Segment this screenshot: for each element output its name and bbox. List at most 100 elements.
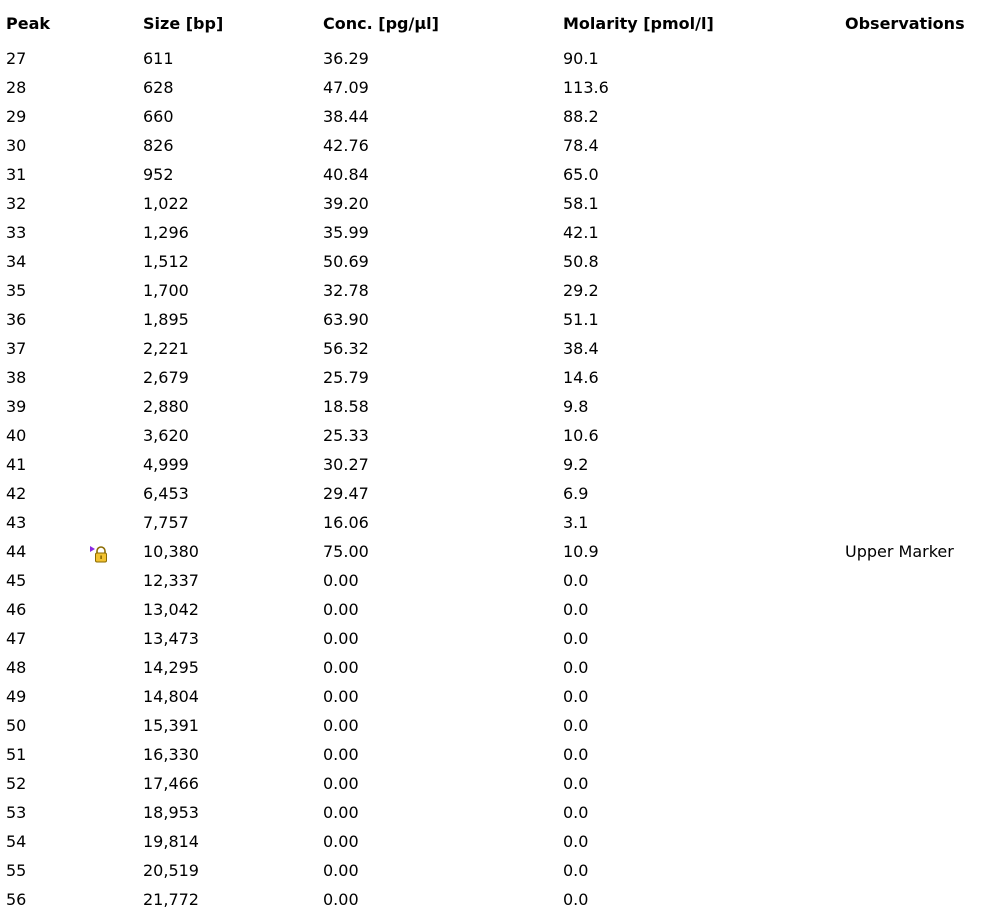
peak-cell: 40 <box>6 426 27 445</box>
table-row[interactable]: 38 2,679 25.79 14.6 <box>0 363 987 392</box>
concentration-cell: 25.79 <box>323 368 369 387</box>
concentration-cell: 56.32 <box>323 339 369 358</box>
concentration-cell: 36.29 <box>323 49 369 68</box>
table-row[interactable]: 40 3,620 25.33 10.6 <box>0 421 987 450</box>
size-cell: 16,330 <box>143 745 199 764</box>
observations-cell: Upper Marker <box>845 542 954 561</box>
table-row[interactable]: 29 660 38.44 88.2 <box>0 102 987 131</box>
peak-cell: 56 <box>6 890 27 909</box>
concentration-cell: 47.09 <box>323 78 369 97</box>
table-row[interactable]: 53 18,953 0.00 0.0 <box>0 798 987 827</box>
table-row[interactable]: 55 20,519 0.00 0.0 <box>0 856 987 885</box>
size-cell: 2,221 <box>143 339 189 358</box>
table-row[interactable]: 42 6,453 29.47 6.9 <box>0 479 987 508</box>
column-header-observations[interactable]: Observations <box>845 14 965 33</box>
table-row[interactable]: 31 952 40.84 65.0 <box>0 160 987 189</box>
peak-cell: 32 <box>6 194 27 213</box>
concentration-cell: 0.00 <box>323 745 359 764</box>
concentration-cell: 35.99 <box>323 223 369 242</box>
concentration-cell: 75.00 <box>323 542 369 561</box>
peak-cell: 49 <box>6 687 27 706</box>
molarity-cell: 0.0 <box>563 890 589 909</box>
table-row[interactable]: 48 14,295 0.00 0.0 <box>0 653 987 682</box>
table-row[interactable]: 28 628 47.09 113.6 <box>0 73 987 102</box>
concentration-cell: 63.90 <box>323 310 369 329</box>
table-row[interactable]: 41 4,999 30.27 9.2 <box>0 450 987 479</box>
concentration-cell: 0.00 <box>323 600 359 619</box>
concentration-cell: 29.47 <box>323 484 369 503</box>
concentration-cell: 16.06 <box>323 513 369 532</box>
size-cell: 628 <box>143 78 174 97</box>
molarity-cell: 10.9 <box>563 542 599 561</box>
size-cell: 17,466 <box>143 774 199 793</box>
size-cell: 18,953 <box>143 803 199 822</box>
table-row[interactable]: 32 1,022 39.20 58.1 <box>0 189 987 218</box>
size-cell: 660 <box>143 107 174 126</box>
table-row[interactable]: 51 16,330 0.00 0.0 <box>0 740 987 769</box>
table-header-row: Peak Size [bp] Conc. [pg/µl] Molarity [p… <box>0 0 987 44</box>
size-cell: 952 <box>143 165 174 184</box>
table-row[interactable]: 33 1,296 35.99 42.1 <box>0 218 987 247</box>
column-header-concentration[interactable]: Conc. [pg/µl] <box>323 14 439 33</box>
table-row[interactable]: 34 1,512 50.69 50.8 <box>0 247 987 276</box>
peak-cell: 51 <box>6 745 27 764</box>
concentration-cell: 0.00 <box>323 832 359 851</box>
table-row[interactable]: 39 2,880 18.58 9.8 <box>0 392 987 421</box>
table-row[interactable]: 49 14,804 0.00 0.0 <box>0 682 987 711</box>
size-cell: 1,895 <box>143 310 189 329</box>
size-cell: 3,620 <box>143 426 189 445</box>
molarity-cell: 78.4 <box>563 136 599 155</box>
table-row[interactable]: 46 13,042 0.00 0.0 <box>0 595 987 624</box>
peak-cell: 46 <box>6 600 27 619</box>
table-row[interactable]: 30 826 42.76 78.4 <box>0 131 987 160</box>
table-row[interactable]: 27 611 36.29 90.1 <box>0 44 987 73</box>
table-row[interactable]: 37 2,221 56.32 38.4 <box>0 334 987 363</box>
table-row[interactable]: 54 19,814 0.00 0.0 <box>0 827 987 856</box>
size-cell: 826 <box>143 136 174 155</box>
molarity-cell: 0.0 <box>563 832 589 851</box>
size-cell: 1,022 <box>143 194 189 213</box>
size-cell: 2,880 <box>143 397 189 416</box>
concentration-cell: 0.00 <box>323 890 359 909</box>
concentration-cell: 0.00 <box>323 774 359 793</box>
molarity-cell: 0.0 <box>563 571 589 590</box>
molarity-cell: 9.8 <box>563 397 589 416</box>
table-row[interactable]: 52 17,466 0.00 0.0 <box>0 769 987 798</box>
table-row[interactable]: 50 15,391 0.00 0.0 <box>0 711 987 740</box>
molarity-cell: 90.1 <box>563 49 599 68</box>
molarity-cell: 65.0 <box>563 165 599 184</box>
molarity-cell: 0.0 <box>563 803 589 822</box>
concentration-cell: 0.00 <box>323 716 359 735</box>
table-row[interactable]: 36 1,895 63.90 51.1 <box>0 305 987 334</box>
column-header-peak[interactable]: Peak <box>6 14 51 33</box>
size-cell: 21,772 <box>143 890 199 909</box>
column-header-size[interactable]: Size [bp] <box>143 14 224 33</box>
table-row[interactable]: 45 12,337 0.00 0.0 <box>0 566 987 595</box>
size-cell: 4,999 <box>143 455 189 474</box>
concentration-cell: 30.27 <box>323 455 369 474</box>
molarity-cell: 0.0 <box>563 716 589 735</box>
peak-cell: 27 <box>6 49 27 68</box>
table-row[interactable]: 47 13,473 0.00 0.0 <box>0 624 987 653</box>
concentration-cell: 0.00 <box>323 629 359 648</box>
table-row[interactable]: 56 21,772 0.00 0.0 <box>0 885 987 914</box>
table-row[interactable]: 43 7,757 16.06 3.1 <box>0 508 987 537</box>
concentration-cell: 18.58 <box>323 397 369 416</box>
peak-cell: 33 <box>6 223 27 242</box>
molarity-cell: 88.2 <box>563 107 599 126</box>
molarity-cell: 0.0 <box>563 774 589 793</box>
column-header-molarity[interactable]: Molarity [pmol/l] <box>563 14 714 33</box>
molarity-cell: 0.0 <box>563 658 589 677</box>
size-cell: 19,814 <box>143 832 199 851</box>
peak-cell: 45 <box>6 571 27 590</box>
locked-marker-icon[interactable] <box>89 543 111 563</box>
size-cell: 6,453 <box>143 484 189 503</box>
molarity-cell: 10.6 <box>563 426 599 445</box>
size-cell: 611 <box>143 49 174 68</box>
table-row[interactable]: 35 1,700 32.78 29.2 <box>0 276 987 305</box>
peak-cell: 53 <box>6 803 27 822</box>
molarity-cell: 58.1 <box>563 194 599 213</box>
peak-cell: 30 <box>6 136 27 155</box>
table-row[interactable]: 44 10,380 75.00 10.9 Upper Marker <box>0 537 987 566</box>
